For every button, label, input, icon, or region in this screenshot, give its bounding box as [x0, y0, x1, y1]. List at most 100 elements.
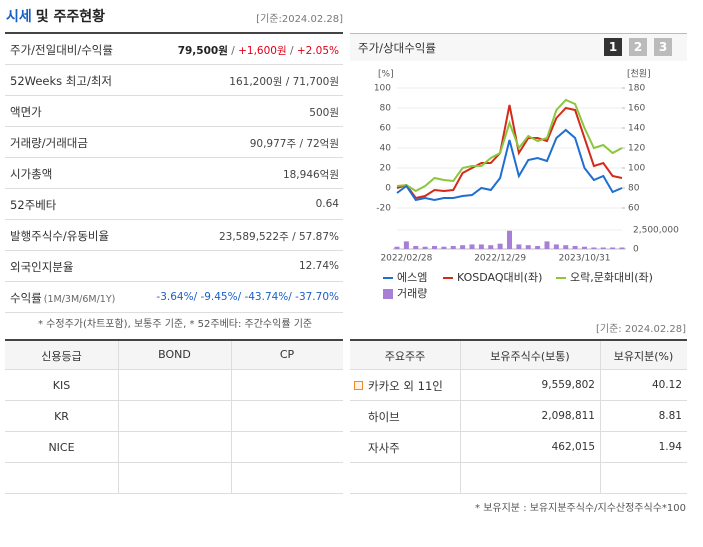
- value-part: +1,600원: [238, 45, 287, 57]
- cell-divider: [118, 432, 119, 463]
- row-value: -3.64%/ -9.45%/ -43.74%/ -37.70%: [156, 291, 339, 303]
- row-value: 12.74%: [299, 260, 339, 272]
- ratings-row: [5, 401, 343, 432]
- cell-divider: [231, 401, 232, 432]
- holders-col-header: 보유주식수(보통): [490, 350, 570, 363]
- ratings-header: [5, 339, 343, 370]
- row-label: 시가총액: [10, 167, 53, 181]
- holder-ratio: 40.12: [651, 379, 682, 391]
- summary-row: 52주베타 0.64: [5, 189, 343, 220]
- cell-divider: [600, 401, 601, 432]
- holders-row: [350, 463, 687, 494]
- cell-divider: [118, 401, 119, 432]
- cell-divider: [460, 341, 461, 370]
- cell-divider: [231, 370, 232, 401]
- title-accent: 시세: [6, 9, 32, 25]
- row-label: 52Weeks 최고/최저: [10, 74, 112, 88]
- header-title: 시세 및 주주현황: [6, 6, 105, 26]
- holder-shares: 2,098,811: [541, 410, 595, 422]
- summary-row: 주가/전일대비/수익률 79,500원 / +1,600원 / +2.05%: [5, 34, 343, 65]
- holders-row: [350, 370, 687, 401]
- row-value: 161,200원 / 71,700원: [229, 74, 339, 89]
- summary-row: 수익률 (1M/3M/6M/1Y) -3.64%/ -9.45%/ -43.74%/…: [5, 282, 343, 313]
- holders-date: [기준: 2024.02.28]: [595, 324, 686, 335]
- holders-row: [350, 401, 687, 432]
- value-part: 79,500원: [177, 45, 228, 57]
- cell-divider: [118, 370, 119, 401]
- title-text: 및 주주현황: [35, 9, 106, 25]
- summary-row: 발행주식수/유동비율 23,589,522주 / 57.87%: [5, 220, 343, 251]
- holders-header: [350, 339, 687, 370]
- header-date: [기준:2024.02.28]: [256, 14, 343, 25]
- row-value: 18,946억원: [283, 167, 339, 182]
- row-label: 52주베타: [10, 198, 57, 212]
- holder-shares: 462,015: [551, 441, 595, 453]
- holder-name: 하이브: [368, 410, 400, 424]
- ratings-agency: NICE: [48, 441, 75, 454]
- holders-row: [350, 432, 687, 463]
- value-part: +2.05%: [296, 45, 339, 57]
- summary-row: 거래량/거래대금 90,977주 / 72억원: [5, 127, 343, 158]
- row-value: 90,977주 / 72억원: [250, 136, 339, 151]
- value-part: 500원: [309, 107, 339, 119]
- expand-icon[interactable]: [354, 381, 363, 390]
- holder-name: 자사주: [368, 441, 400, 455]
- row-label: 수익률 (1M/3M/6M/1Y): [10, 291, 116, 305]
- row-value: 79,500원 / +1,600원 / +2.05%: [178, 43, 339, 58]
- chart-button[interactable]: 3: [654, 38, 672, 56]
- row-label: 발행주식수/유동비율: [10, 229, 110, 243]
- ratings-col-header: BOND: [158, 348, 191, 361]
- value-part: /: [227, 45, 239, 57]
- value-part: 90,977주 / 72억원: [249, 138, 339, 150]
- cell-divider: [460, 370, 461, 401]
- row-value: 23,589,522주 / 57.87%: [219, 229, 339, 244]
- row-value: 0.64: [316, 198, 339, 210]
- ratings-col-header: 신용등급: [41, 350, 82, 363]
- row-label: 거래량/거래대금: [10, 136, 88, 150]
- value-part: 23,589,522주 / 57.87%: [218, 231, 339, 243]
- value-part: 161,200원 / 71,700원: [229, 76, 339, 88]
- holders-note: * 보유지분 : 보유지분주식수/지수산정주식수*100: [475, 503, 686, 514]
- holder-ratio: 1.94: [658, 441, 682, 453]
- cell-divider: [600, 341, 601, 370]
- holders-col-header: 보유지분(%): [613, 350, 674, 363]
- summary-row: 52Weeks 최고/최저 161,200원 / 71,700원: [5, 65, 343, 96]
- table-top-border: [5, 32, 343, 34]
- cell-divider: [600, 432, 601, 463]
- cell-divider: [231, 432, 232, 463]
- cell-divider: [231, 341, 232, 370]
- cell-divider: [118, 341, 119, 370]
- value-part: 0.64: [315, 198, 339, 210]
- ratings-col-header: CP: [279, 348, 295, 361]
- holders-col-header: 주요주주: [384, 350, 426, 363]
- cell-divider: [460, 401, 461, 432]
- ratings-agency: KR: [54, 410, 69, 423]
- chart-button[interactable]: 2: [629, 38, 647, 56]
- cell-divider: [460, 463, 461, 494]
- cell-divider: [118, 463, 119, 494]
- row-value: 500원: [309, 105, 339, 120]
- holder-name: 카카오 외 11인: [368, 379, 443, 393]
- row-label: 주가/전일대비/수익률: [10, 43, 113, 57]
- chart-button[interactable]: 1: [604, 38, 622, 56]
- value-part: 12.74%: [298, 260, 339, 272]
- panel-title: 주가/상대수익률: [358, 41, 436, 55]
- row-label: 외국인지분율: [10, 260, 74, 274]
- value-part: -3.64%/ -9.45%/ -43.74%/ -37.70%: [156, 291, 339, 303]
- ratings-row: [5, 463, 343, 494]
- summary-row: 시가총액 18,946억원: [5, 158, 343, 189]
- summary-row: 액면가 500원: [5, 96, 343, 127]
- cell-divider: [231, 463, 232, 494]
- ratings-agency: KIS: [52, 379, 71, 392]
- ratings-row: [5, 370, 343, 401]
- holder-shares: 9,559,802: [541, 379, 595, 391]
- ratings-row: [5, 432, 343, 463]
- cell-divider: [600, 370, 601, 401]
- row-label: 액면가: [10, 105, 42, 119]
- cell-divider: [600, 463, 601, 494]
- cell-divider: [460, 432, 461, 463]
- summary-row: 외국인지분율 12.74%: [5, 251, 343, 282]
- summary-note: * 수정주가(차트포함), 보통주 기준, * 52주베타: 주간수익률 기준: [38, 319, 313, 330]
- value-part: 18,946억원: [282, 169, 339, 181]
